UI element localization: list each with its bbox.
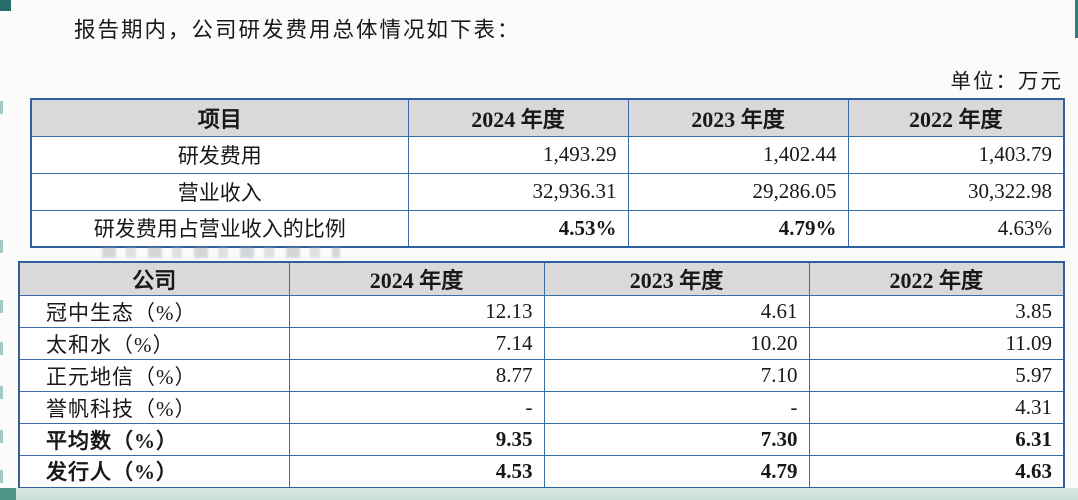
value-cell: 10.20 bbox=[543, 327, 810, 360]
value-cell: 32,936.31 bbox=[407, 172, 629, 211]
table-row: 正元地信（%） 8.77 7.10 5.97 bbox=[18, 359, 1065, 392]
value-cell: 4.53 bbox=[288, 455, 545, 488]
header-cell: 2022 年度 bbox=[808, 261, 1065, 296]
header-cell: 2023 年度 bbox=[543, 261, 810, 296]
table-row: 冠中生态（%） 12.13 4.61 3.85 bbox=[18, 295, 1065, 328]
value-cell: 4.63% bbox=[847, 209, 1065, 248]
teal-bottom-left-artifact bbox=[0, 488, 16, 500]
teal-left-edge-artifact bbox=[0, 342, 3, 355]
value-cell: 7.14 bbox=[288, 327, 545, 360]
value-cell: 6.31 bbox=[808, 423, 1065, 456]
value-cell: 1,493.29 bbox=[407, 135, 629, 174]
row-label-cell: 研发费用占营业收入的比例 bbox=[30, 209, 409, 248]
row-label-cell: 平均数（%） bbox=[18, 423, 290, 456]
value-cell: 1,403.79 bbox=[847, 135, 1065, 174]
value-cell: 7.30 bbox=[543, 423, 810, 456]
teal-bottom-strip-artifact bbox=[0, 488, 1078, 500]
row-label-cell: 冠中生态（%） bbox=[18, 295, 290, 328]
teal-left-edge-artifact bbox=[0, 430, 3, 443]
teal-left-edge-artifact bbox=[0, 101, 3, 114]
value-cell: 12.13 bbox=[288, 295, 545, 328]
header-cell: 项目 bbox=[30, 98, 409, 137]
table-row: 营业收入 32,936.31 29,286.05 30,322.98 bbox=[30, 172, 1065, 211]
row-label-cell: 营业收入 bbox=[30, 172, 409, 211]
header-cell: 2024 年度 bbox=[288, 261, 545, 296]
row-label-cell: 发行人（%） bbox=[18, 455, 290, 488]
row-label-cell: 太和水（%） bbox=[18, 327, 290, 360]
header-cell: 2023 年度 bbox=[627, 98, 849, 137]
faded-text-artifact bbox=[102, 247, 340, 258]
row-label-cell: 誉帆科技（%） bbox=[18, 391, 290, 424]
row-label-cell: 正元地信（%） bbox=[18, 359, 290, 392]
value-cell: - bbox=[543, 391, 810, 424]
teal-left-edge-artifact bbox=[0, 240, 3, 253]
header-cell: 2024 年度 bbox=[407, 98, 629, 137]
peer-table-header-row: 公司 2024 年度 2023 年度 2022 年度 bbox=[18, 261, 1065, 296]
value-cell: 1,402.44 bbox=[627, 135, 849, 174]
row-label-cell: 研发费用 bbox=[30, 135, 409, 174]
table-row: 太和水（%） 7.14 10.20 11.09 bbox=[18, 327, 1065, 360]
value-cell: - bbox=[288, 391, 545, 424]
value-cell: 11.09 bbox=[808, 327, 1065, 360]
value-cell: 3.85 bbox=[808, 295, 1065, 328]
value-cell: 7.10 bbox=[543, 359, 810, 392]
value-cell: 4.61 bbox=[543, 295, 810, 328]
table-row: 平均数（%） 9.35 7.30 6.31 bbox=[18, 423, 1065, 456]
value-cell: 5.97 bbox=[808, 359, 1065, 392]
rd-expense-summary-table: 项目 2024 年度 2023 年度 2022 年度 研发费用 1,493.29 1,40… bbox=[30, 98, 1065, 248]
table-row: 研发费用占营业收入的比例 4.53% 4.79% 4.63% bbox=[30, 209, 1065, 248]
teal-left-edge-artifact bbox=[0, 300, 3, 313]
value-cell: 8.77 bbox=[288, 359, 545, 392]
teal-left-edge-artifact bbox=[0, 470, 3, 483]
table-row: 发行人（%） 4.53 4.79 4.63 bbox=[18, 455, 1065, 488]
summary-table-header-row: 项目 2024 年度 2023 年度 2022 年度 bbox=[30, 98, 1065, 137]
teal-corner-artifact bbox=[0, 0, 11, 11]
value-cell: 9.35 bbox=[288, 423, 545, 456]
value-cell: 30,322.98 bbox=[847, 172, 1065, 211]
value-cell: 29,286.05 bbox=[627, 172, 849, 211]
peer-comparison-table: 公司 2024 年度 2023 年度 2022 年度 冠中生态（%） 12.13 4.61… bbox=[18, 261, 1065, 489]
value-cell: 4.53% bbox=[407, 209, 629, 248]
teal-right-edge-artifact bbox=[1075, 0, 1078, 38]
value-cell: 4.63 bbox=[808, 455, 1065, 488]
table-row: 誉帆科技（%） - -4.31 bbox=[18, 391, 1065, 424]
header-cell: 2022 年度 bbox=[847, 98, 1065, 137]
table-row: 研发费用 1,493.29 1,402.44 1,403.79 bbox=[30, 135, 1065, 174]
teal-left-edge-artifact bbox=[0, 386, 3, 399]
header-cell: 公司 bbox=[18, 261, 290, 296]
intro-text: 报告期内，公司研发费用总体情况如下表： bbox=[74, 18, 521, 42]
value-cell: 4.79 bbox=[543, 455, 810, 488]
unit-label: 单位：万元 bbox=[950, 71, 1063, 93]
value-cell: 4.31 bbox=[808, 391, 1065, 424]
value-cell: 4.79% bbox=[627, 209, 849, 248]
